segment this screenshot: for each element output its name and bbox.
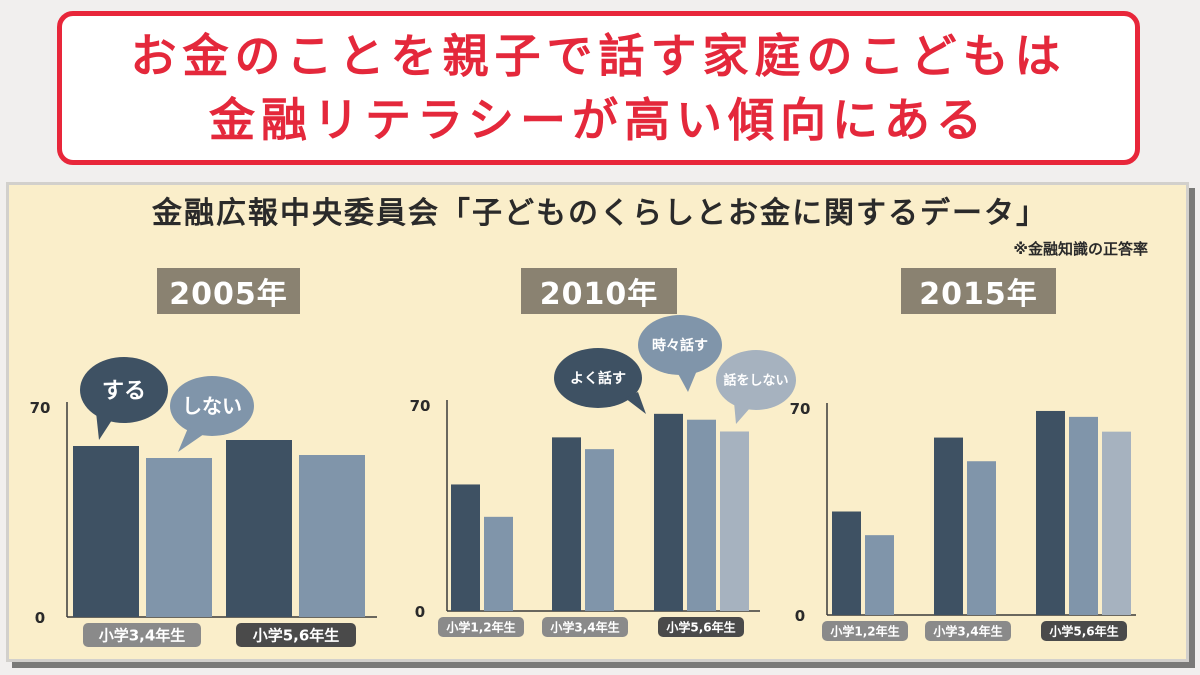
bar [654, 413, 683, 611]
bar [552, 437, 581, 611]
bubble-body [638, 315, 722, 375]
bar [934, 437, 963, 615]
y-tick-label: 0 [415, 603, 425, 621]
headline-line-2: 金融リテラシーが高い傾向にある [208, 93, 989, 147]
bubble-body [716, 350, 796, 410]
x-tick-label: 小学3,4年生 [99, 626, 186, 644]
year-label-2005: 2005年 [157, 268, 300, 314]
category-pill [1041, 621, 1127, 641]
bar [146, 458, 212, 617]
bubble-tail [178, 428, 204, 452]
category-pill [438, 617, 524, 637]
bubble-body [80, 357, 168, 423]
bubble-tail [676, 368, 698, 392]
y-tick-label: 70 [790, 400, 811, 418]
x-tick-label: 小学5,6年生 [666, 619, 735, 634]
legend-bubble: する [80, 357, 168, 440]
category-pill [925, 621, 1011, 641]
bubble-tail [734, 402, 750, 424]
year-label-2015: 2015年 [901, 268, 1056, 314]
year-label-2010: 2010年 [521, 268, 677, 314]
legend-label: 時々話す [652, 337, 708, 354]
bar [484, 516, 513, 611]
legend-bubble: よく話す [554, 348, 646, 414]
x-tick-label: 小学3,4年生 [933, 623, 1002, 638]
bubble-body [554, 348, 642, 408]
bar [687, 419, 716, 611]
legend-label: する [102, 379, 146, 404]
x-tick-label: 小学1,2年生 [446, 619, 515, 634]
bar [967, 461, 996, 615]
bar [832, 511, 861, 615]
source-title: 金融広報中央委員会「子どものくらしとお金に関するデータ」 [152, 196, 1048, 231]
legend-label: よく話す [570, 370, 626, 387]
bar [585, 449, 614, 611]
bar [720, 431, 749, 611]
legend-bubble: 時々話す [638, 315, 722, 392]
bubble-tail [625, 392, 646, 414]
bar [73, 446, 139, 617]
x-tick-label: 小学5,6年生 [1049, 623, 1118, 638]
category-pill [236, 623, 356, 647]
bar [299, 455, 365, 617]
bar [1102, 431, 1131, 615]
y-tick-label: 0 [795, 607, 805, 625]
x-tick-label: 小学5,6年生 [253, 626, 340, 644]
x-tick-label: 小学1,2年生 [830, 623, 899, 638]
bubble-body [170, 376, 254, 436]
category-pill [83, 623, 201, 647]
y-tick-label: 70 [410, 397, 431, 415]
bubble-tail [96, 412, 112, 440]
headline-box: お金のことを親子で話す家庭のこどもは 金融リテラシーが高い傾向にある [57, 11, 1140, 165]
x-tick-label: 小学3,4年生 [550, 619, 619, 634]
y-tick-label: 0 [35, 609, 45, 627]
bar [865, 535, 894, 615]
category-pill [822, 621, 908, 641]
bar [226, 440, 292, 617]
y-tick-label: 70 [30, 399, 51, 417]
bar [1036, 410, 1065, 615]
category-pill [658, 617, 744, 637]
legend-label: しない [182, 394, 242, 418]
headline-line-1: お金のことを親子で話す家庭のこどもは [130, 29, 1067, 83]
legend-label: 話をしない [723, 373, 788, 389]
bar [451, 484, 480, 611]
legend-bubble: 話をしない [716, 350, 796, 424]
category-pill [542, 617, 628, 637]
legend-bubble: しない [170, 376, 254, 452]
note-text: ※金融知識の正答率 [1013, 240, 1148, 258]
bar [1069, 416, 1098, 615]
